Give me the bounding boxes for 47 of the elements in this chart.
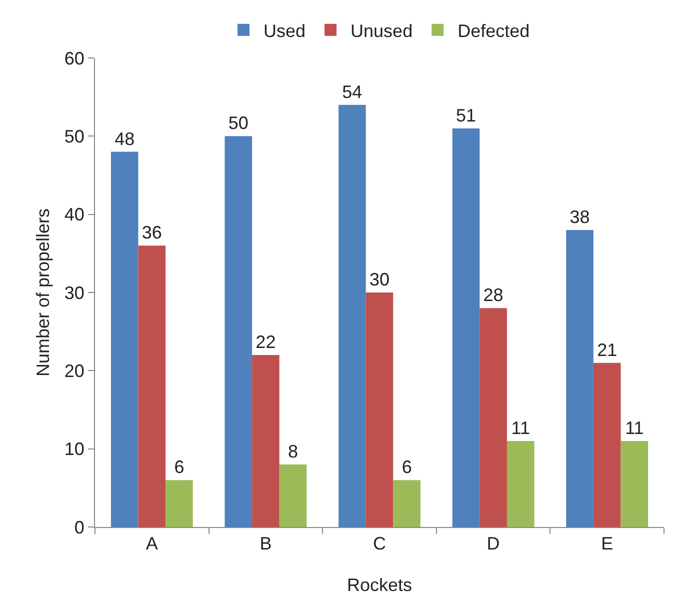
y-tick-label: 40 [64, 204, 84, 225]
x-tick-label: E [601, 534, 614, 554]
legend-label: Unused [350, 20, 413, 41]
y-tick-label: 0 [74, 517, 84, 538]
bar [593, 362, 621, 527]
x-tick-label: D [486, 534, 500, 554]
bar [480, 308, 507, 527]
legend-label: Defected [458, 20, 530, 41]
bar [566, 230, 594, 527]
x-axis-title: Rockets [346, 575, 412, 595]
x-tick-label: A [146, 534, 158, 554]
bar [620, 441, 648, 527]
bar [252, 355, 280, 527]
data-label: 50 [228, 113, 248, 134]
data-label: 36 [142, 222, 162, 243]
data-label: 38 [570, 206, 590, 227]
bar [452, 128, 480, 527]
data-label: 6 [402, 457, 412, 478]
bar [279, 464, 307, 527]
x-tick-label: C [373, 534, 386, 554]
y-axis-title: Number of propellers [33, 208, 53, 377]
data-label: 22 [256, 332, 276, 352]
y-tick-label: 50 [64, 126, 84, 146]
y-tick-label: 10 [64, 439, 84, 460]
legend-label: Used [264, 20, 306, 41]
data-label: 48 [114, 128, 135, 149]
y-tick-label: 20 [64, 360, 84, 381]
bar [338, 104, 366, 527]
bar [393, 480, 420, 527]
y-tick-label: 60 [64, 48, 84, 68]
data-label: 11 [625, 418, 644, 438]
x-tick-label: B [260, 534, 272, 554]
data-label: 8 [288, 441, 298, 462]
y-tick-label: 30 [64, 282, 84, 303]
data-label: 51 [456, 105, 476, 126]
bar [506, 441, 534, 527]
bar [166, 480, 193, 527]
bar [138, 246, 166, 527]
data-label: 30 [369, 270, 390, 290]
data-label: 28 [483, 285, 504, 306]
data-label: 6 [174, 457, 184, 478]
bar [224, 136, 252, 527]
data-label: 21 [597, 340, 618, 360]
data-label: 54 [342, 82, 362, 102]
bar [366, 292, 394, 527]
data-label: 11 [511, 418, 530, 438]
bar [110, 152, 138, 527]
